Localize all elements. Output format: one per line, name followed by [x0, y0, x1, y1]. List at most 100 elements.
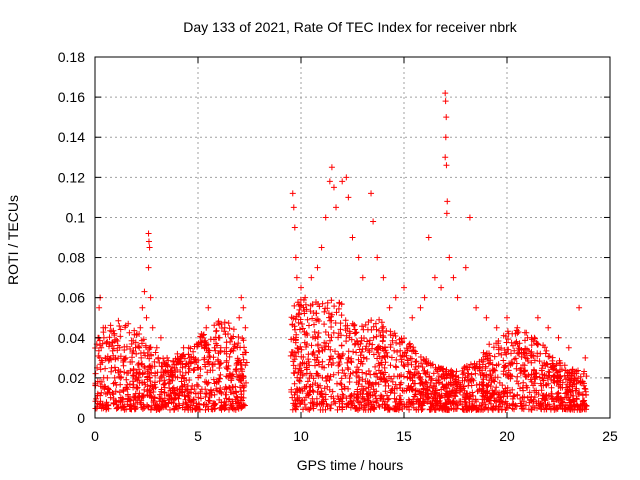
data-point	[504, 314, 510, 321]
data-point	[290, 204, 297, 211]
x-tick-label: 0	[91, 428, 99, 444]
data-point	[137, 324, 144, 331]
data-point	[576, 304, 583, 311]
data-point	[164, 354, 171, 361]
y-tick-label: 0.08	[58, 250, 85, 266]
y-axis-label: ROTI / TECUs	[5, 195, 21, 285]
data-point	[302, 294, 309, 301]
data-point	[565, 344, 572, 351]
data-point	[370, 218, 377, 225]
y-tick-label: 0.02	[58, 370, 85, 386]
data-point	[180, 344, 187, 351]
data-point	[98, 344, 105, 351]
x-tick-label: 20	[499, 428, 515, 444]
data-point	[145, 238, 152, 245]
data-point	[555, 334, 562, 341]
data-point	[380, 274, 387, 281]
data-point	[153, 344, 160, 351]
data-point	[236, 314, 243, 321]
x-tick-label: 5	[194, 428, 202, 444]
data-point	[446, 254, 453, 261]
data-point	[149, 324, 156, 331]
data-point	[205, 304, 212, 311]
data-point	[473, 304, 480, 311]
y-tick-label: 0.04	[58, 330, 85, 346]
data-point	[116, 344, 123, 351]
data-point	[386, 304, 393, 311]
data-point	[545, 324, 552, 331]
data-point	[444, 198, 451, 205]
data-point	[349, 234, 356, 241]
data-point	[203, 324, 210, 331]
data-point	[292, 254, 299, 261]
data-point	[514, 324, 521, 331]
data-point	[443, 114, 450, 121]
x-axis-label: GPS time / hours	[297, 457, 404, 473]
data-point	[409, 314, 416, 321]
data-point	[524, 334, 531, 341]
data-point	[442, 134, 449, 141]
y-tick-label: 0.16	[58, 89, 85, 105]
data-point	[96, 304, 103, 311]
data-point	[100, 324, 107, 331]
data-point	[421, 294, 428, 301]
data-point	[374, 254, 381, 261]
data-point	[534, 314, 541, 321]
data-point	[326, 178, 333, 185]
data-point	[291, 224, 298, 231]
data-point	[221, 324, 228, 331]
data-point	[240, 304, 247, 311]
data-point	[438, 284, 445, 291]
data-point	[143, 314, 150, 321]
y-tick-label: 0.1	[66, 209, 86, 225]
data-point	[442, 154, 449, 161]
data-point	[454, 294, 461, 301]
y-tick-label: 0	[77, 410, 85, 426]
data-point	[450, 274, 457, 281]
data-point	[343, 174, 350, 181]
data-point	[174, 350, 181, 357]
x-tick-label: 10	[293, 428, 309, 444]
data-point	[147, 294, 154, 301]
y-tick-label: 0.12	[58, 169, 85, 185]
data-point	[145, 264, 152, 271]
data-point	[122, 354, 129, 361]
data-point	[157, 334, 164, 341]
data-point	[318, 244, 325, 251]
x-tick-label: 15	[396, 428, 412, 444]
data-point	[483, 314, 490, 321]
data-point	[211, 344, 218, 351]
data-point	[146, 244, 153, 251]
y-axis-ticks: 0 0.02 0.04 0.06 0.08 0.1 0.12 0.14 0.16 0.18	[58, 49, 610, 426]
y-tick-label: 0.06	[58, 290, 85, 306]
data-point	[339, 178, 346, 185]
data-point	[425, 234, 432, 241]
data-point	[308, 274, 315, 281]
data-point	[170, 358, 177, 365]
data-point	[129, 358, 136, 365]
data-point	[328, 164, 335, 171]
data-point	[141, 288, 148, 295]
data-point	[330, 184, 337, 191]
data-point	[108, 364, 115, 371]
data-point	[443, 210, 450, 217]
data-point	[392, 294, 399, 301]
data-point	[145, 230, 152, 237]
data-point	[289, 190, 296, 197]
data-point	[333, 204, 340, 211]
data-point	[462, 264, 469, 271]
data-point	[112, 354, 119, 361]
data-point	[104, 374, 111, 381]
y-tick-label: 0.18	[58, 49, 85, 65]
x-tick-label: 25	[602, 428, 618, 444]
data-point	[442, 98, 449, 105]
data-point	[102, 354, 109, 361]
chart-title: Day 133 of 2021, Rate Of TEC Index for r…	[183, 19, 518, 35]
y-tick-label: 0.14	[58, 129, 85, 145]
dense-marker-cloud	[92, 296, 590, 413]
data-point	[443, 162, 450, 169]
data-point	[227, 334, 234, 341]
data-point	[368, 190, 375, 197]
data-point	[238, 294, 245, 301]
